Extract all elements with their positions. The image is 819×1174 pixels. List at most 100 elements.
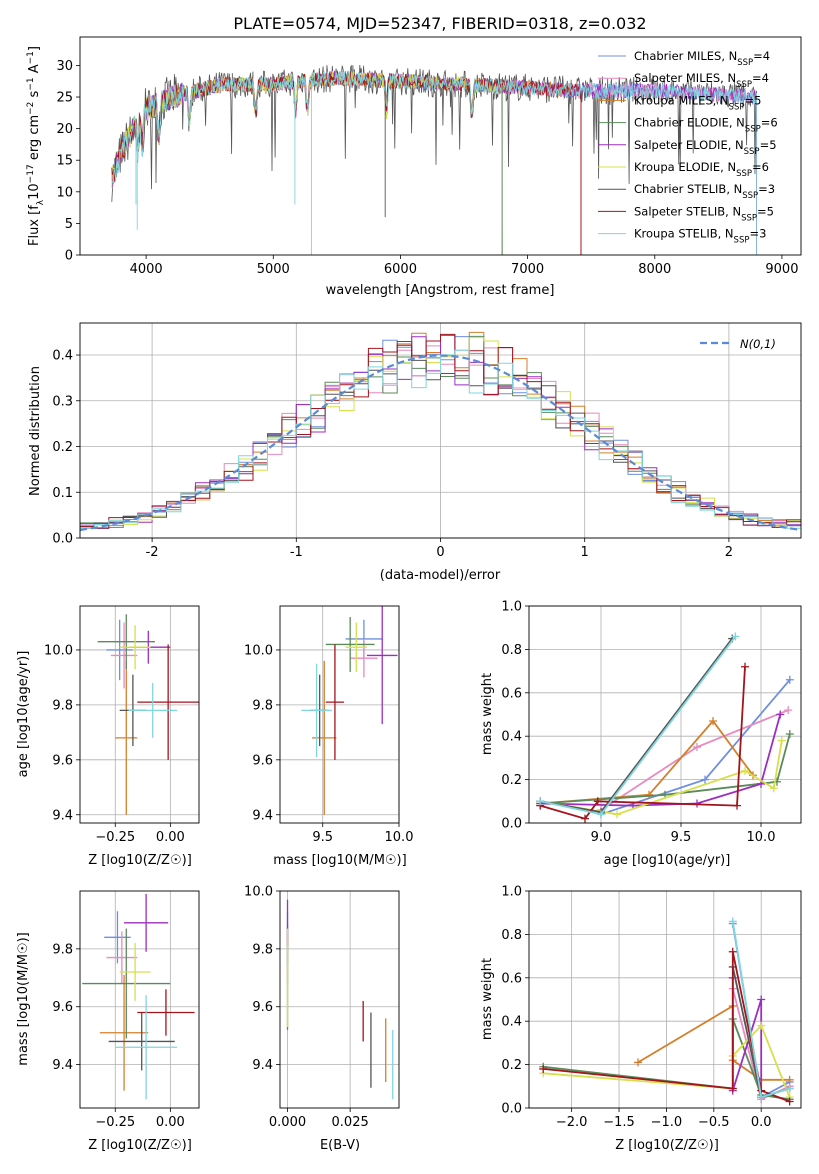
weight-line-2 (540, 719, 754, 805)
x-tick-label: 5000 (257, 262, 290, 277)
plot-area (80, 331, 801, 532)
axes-frame (528, 605, 802, 824)
weight-marker-7 (593, 797, 602, 806)
y-label-part: s (27, 90, 42, 101)
x-tick-label: −1.5 (603, 1115, 635, 1130)
axes-frame (279, 890, 400, 1109)
y-tick-label: 0.6 (501, 686, 522, 701)
x-axis-label: (data-model)/error (380, 568, 501, 583)
plot-area (286, 899, 394, 1100)
y-tick-label: 9.6 (252, 1000, 273, 1015)
y-tick-label: 0.4 (501, 1015, 522, 1030)
weight-marker-8 (757, 1093, 766, 1102)
legend-label-sub: SSP (741, 213, 757, 223)
axes-frame (528, 890, 802, 1109)
y-axis-label: Normed distribution (28, 366, 43, 496)
y-tick-label: 0.0 (52, 532, 73, 547)
age-vs-mass-panel: 9.5 10.0 9.4 9.6 9.8 10.0 mass [log10(M/M☉)] (244, 605, 414, 868)
y-tick-label: 0.8 (501, 928, 522, 943)
legend-label-sub: SSP (737, 58, 753, 68)
weight-marker-3 (785, 730, 794, 739)
x-tick-label: 10.0 (747, 830, 776, 845)
y-tick-label: 0.2 (501, 1058, 522, 1073)
x-axis-label: Z [log10(Z/Z☉)] (88, 853, 192, 868)
weight-marker-7 (728, 947, 737, 956)
legend-label-base: Chabrier STELIB, N (634, 182, 742, 196)
weight-marker-5 (757, 1021, 766, 1030)
plot-area (97, 614, 199, 815)
weight-marker-4 (757, 995, 766, 1004)
legend-label-2: Kroupa MILES, NSSP=5 (634, 93, 761, 112)
x-axis-label: mass [log10(M/M☉)] (273, 853, 406, 868)
weight-marker-0 (785, 675, 794, 684)
x-tick-label: 0.00 (156, 830, 185, 845)
legend-label-tail: =4 (753, 49, 770, 63)
legend-label-sub: SSP (745, 125, 761, 135)
weight-marker-2 (709, 717, 717, 726)
y-tick-label: 0.8 (501, 643, 522, 658)
plot-area (539, 917, 794, 1106)
legend-label-0: Chabrier MILES, NSSP=4 (634, 49, 770, 68)
y-tick-label: 25 (56, 91, 73, 106)
legend-label-tail: =5 (744, 93, 761, 107)
y-tick-label: 20 (56, 122, 73, 137)
residual-histogram-panel: -2 -1 0 1 2 0.0 0.1 0.2 0.3 0.4 N(0,1) (data-model)… (28, 322, 802, 583)
x-tick-label: 10.0 (385, 830, 414, 845)
legend-label-sub: SSP (736, 169, 752, 179)
axes-frame (279, 605, 400, 824)
weight-marker-8 (597, 810, 605, 819)
legend-label-sub: SSP (744, 147, 760, 157)
x-tick-label: −0.25 (95, 830, 135, 845)
y-tick-label: 30 (56, 59, 73, 74)
weight-marker-2 (633, 1058, 642, 1067)
y-label-part: Flux [f (27, 205, 42, 246)
y-axis-label: mass weight (480, 673, 495, 755)
legend-label-sub: SSP (734, 236, 750, 246)
weight-vs-metallicity-panel: −2.0 −1.5 −1.0 −0.5 0.0 0.0 0.2 0.4 0.6 0.8 1.0 Z [… (480, 885, 802, 1153)
weight-marker-5 (741, 766, 749, 775)
y-tick-label: 0.4 (501, 730, 522, 745)
y-tick-label: 9.6 (252, 753, 273, 768)
legend-label-base: Salpeter MILES, N (634, 71, 736, 85)
legend-label-tail: =5 (757, 204, 774, 218)
y-label-part: A (27, 64, 42, 77)
x-tick-label: −0.25 (95, 1115, 135, 1130)
y-label-part: −2 (26, 102, 36, 115)
y-label-part: −1 (26, 51, 36, 64)
weight-marker-7 (733, 801, 741, 810)
x-tick-label: 4000 (130, 262, 163, 277)
y-tick-label: 1.0 (501, 885, 522, 900)
y-label-part: 10 (27, 183, 42, 200)
x-axis-label: wavelength [Angstrom, rest frame] (326, 283, 555, 298)
axes-frame (79, 890, 200, 1109)
weight-marker-7 (728, 1084, 737, 1093)
legend-label-tail: =6 (752, 160, 769, 174)
y-axis-label: mass [log10(M/M☉)] (16, 932, 31, 1065)
y-axis-label: mass weight (480, 958, 495, 1040)
weight-marker-5 (613, 810, 621, 819)
weight-marker-8 (728, 917, 737, 926)
normal-reference-curve (80, 354, 801, 532)
x-tick-label: 9.5 (671, 830, 692, 845)
y-tick-label: 0 (65, 249, 73, 264)
legend-label-normal: N(0,1) (740, 337, 776, 351)
legend-label-sub: SSP (736, 80, 752, 90)
weight-marker-4 (776, 710, 785, 719)
x-axis-label: E(B-V) (320, 1138, 360, 1153)
y-axis-label: age [log10(age/yr)] (16, 651, 31, 778)
legend-label-base: Salpeter STELIB, N (634, 204, 741, 218)
weight-marker-7 (785, 1097, 794, 1106)
age-vs-metallicity-panel: −0.25 0.00 9.4 9.6 9.8 10.0 Z [log10(Z/Z☉)] age… (16, 605, 200, 868)
x-tick-label: -2 (146, 545, 159, 560)
y-tick-label: 9.8 (252, 942, 273, 957)
x-tick-label: 9.0 (591, 830, 612, 845)
x-tick-label: 0.0 (751, 1115, 772, 1130)
x-tick-label: −0.5 (698, 1115, 730, 1130)
legend-label-tail: =3 (749, 227, 766, 241)
y-label-part: −17 (26, 164, 36, 183)
y-label-part: ] (27, 46, 42, 51)
y-tick-label: 9.8 (52, 942, 73, 957)
x-axis-label: age [log10(age/yr)] (604, 853, 731, 868)
x-tick-label: 0.00 (156, 1115, 185, 1130)
